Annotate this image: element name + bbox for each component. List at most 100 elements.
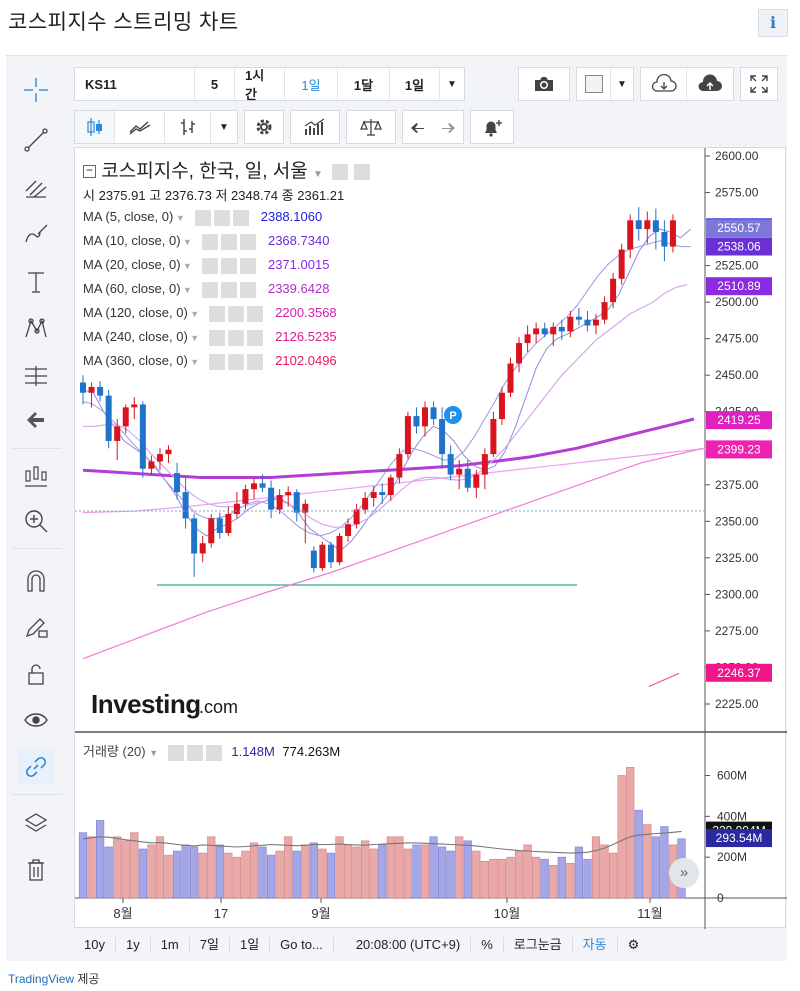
candle [370, 486, 377, 507]
ma-controls-icon[interactable] [209, 305, 264, 322]
cloud-download-button[interactable] [641, 68, 687, 100]
interval-1hour[interactable]: 1시간 [235, 68, 285, 102]
volume-bar [87, 836, 96, 899]
clock-time[interactable]: 20:08:00 (UTC+9) [334, 937, 472, 953]
price-tick-label: 2375.00 [715, 478, 759, 492]
symbol-interval-group: KS11 5 1시간 1일 1달 1일 ▼ [74, 67, 465, 102]
color-dropdown[interactable]: ▼ [617, 78, 627, 90]
ma-controls-icon[interactable] [209, 329, 264, 346]
brush-icon[interactable] [18, 216, 54, 252]
ma-controls-icon[interactable] [201, 257, 256, 274]
range-10y[interactable]: 10y [74, 937, 116, 953]
range-7d[interactable]: 7일 [190, 937, 230, 953]
ma-controls-icon[interactable] [209, 353, 264, 370]
link-icon[interactable] [18, 749, 54, 785]
fibonacci-icon[interactable] [18, 169, 54, 205]
layers-icon[interactable] [18, 806, 54, 842]
interval-1day[interactable]: 1일 [285, 68, 338, 100]
ma-controls-icon[interactable] [194, 209, 249, 226]
candle-body [481, 454, 488, 475]
ma-dropdown-icon[interactable]: ▼ [180, 285, 192, 295]
range-1y[interactable]: 1y [116, 937, 151, 953]
crosshair-icon[interactable] [18, 72, 54, 108]
legend-dropdown-icon[interactable]: ▼ [313, 169, 323, 180]
ma-dropdown-icon[interactable]: ▼ [180, 261, 192, 271]
volume-bar [608, 852, 618, 899]
interval-1day-alt[interactable]: 1일 [390, 68, 440, 100]
collapse-legend-icon[interactable]: − [83, 164, 96, 179]
candle-body [550, 326, 557, 335]
screenshot-button[interactable] [518, 67, 570, 101]
symbol-input[interactable]: KS11 [75, 68, 195, 100]
candle [593, 313, 599, 335]
candles-button[interactable] [75, 111, 115, 143]
ma-legend-row: MA (5, close, 0) ▼ 2388.1060 [83, 209, 322, 226]
ma-dropdown-icon[interactable]: ▼ [187, 309, 200, 319]
color-swatch-button[interactable] [577, 68, 611, 100]
trash-icon[interactable] [18, 852, 54, 888]
ma-legend-row: MA (120, close, 0) ▼ 2200.3568 [83, 305, 337, 322]
volume-bar [532, 856, 541, 899]
zoom-in-icon[interactable] [18, 503, 54, 539]
indicators-icon[interactable] [18, 458, 54, 494]
unlock-icon[interactable] [18, 656, 54, 692]
redo-button[interactable] [433, 111, 463, 143]
eye-icon[interactable] [18, 702, 54, 738]
volume-bar [429, 836, 438, 899]
price-badge: 2538.06 [706, 237, 772, 256]
legend-ohlc: 시 2375.91 고 2376.73 저 2348.74 종 2361.21 [83, 185, 344, 204]
volume-controls-icon[interactable] [167, 744, 222, 761]
chart-type-dropdown[interactable]: ▼ [219, 121, 229, 133]
volume-bar [583, 858, 592, 899]
ma-dropdown-icon[interactable]: ▼ [173, 213, 185, 223]
goto-button[interactable]: Go to... [270, 937, 334, 953]
volume-value-1: 1.148M [231, 744, 275, 759]
candle [627, 214, 634, 259]
candle-body [533, 328, 540, 335]
legend-eye-icon[interactable] [332, 163, 349, 180]
range-1d[interactable]: 1일 [230, 937, 271, 953]
bottom-settings-icon[interactable]: ⚙ [627, 937, 640, 952]
tradingview-credit[interactable]: TradingView 제공 [8, 972, 100, 986]
compare-button[interactable] [346, 110, 396, 144]
log-scale-toggle[interactable]: 로그눈금 [504, 937, 573, 953]
measure-icon[interactable] [18, 358, 54, 394]
chart-area[interactable]: Investing .com P 2600.00 2575.00 2525.00 25… [74, 147, 787, 929]
settings-button[interactable] [244, 110, 284, 144]
ohlc-high-value: 2376.73 [164, 188, 212, 203]
undo-button[interactable] [403, 111, 433, 143]
lock-drawing-pencil-icon[interactable] [18, 609, 54, 645]
chart-type-group: ▼ [74, 110, 238, 144]
scroll-to-end-button[interactable]: » [669, 858, 699, 888]
bar-chart-button[interactable] [165, 111, 211, 143]
hide-toolbar-arrow-icon[interactable] [18, 402, 54, 438]
interval-5[interactable]: 5 [195, 68, 235, 100]
ma-dropdown-icon[interactable]: ▼ [187, 357, 200, 367]
range-1m[interactable]: 1m [151, 937, 190, 953]
interval-1month[interactable]: 1달 [338, 68, 390, 100]
cloud-upload-button[interactable] [687, 68, 733, 100]
interval-dropdown[interactable]: ▼ [447, 78, 457, 90]
alert-button[interactable] [470, 110, 514, 144]
time-tick-label: 8월 [113, 906, 132, 921]
fullscreen-button[interactable] [740, 67, 778, 101]
ma-dropdown-icon[interactable]: ▼ [180, 237, 192, 247]
auto-scale-toggle[interactable]: 자동 [573, 937, 618, 953]
toolbar-row-1: KS11 5 1시간 1일 1달 1일 ▼ [74, 66, 471, 102]
candlestick-icon [86, 118, 102, 136]
pattern-icon[interactable] [18, 311, 54, 347]
magnet-icon[interactable] [18, 563, 54, 599]
percent-toggle[interactable]: % [471, 937, 504, 953]
ma-controls-icon[interactable] [201, 233, 256, 250]
line-chart-button[interactable] [115, 111, 165, 143]
ma-dropdown-icon[interactable]: ▼ [187, 333, 200, 343]
volume-dropdown-icon[interactable]: ▼ [149, 748, 159, 758]
ma-controls-icon[interactable] [201, 281, 256, 298]
indicators-button[interactable] [290, 110, 340, 144]
text-tool-icon[interactable] [18, 264, 54, 300]
info-button[interactable]: i [758, 9, 788, 37]
candle-body [430, 407, 437, 420]
legend-settings-icon[interactable] [353, 163, 370, 180]
trend-line-icon[interactable] [18, 122, 54, 158]
bottom-toolbar: 10y 1y 1m 7일 1일 Go to... 20:08:00 (UTC+9… [74, 929, 786, 961]
